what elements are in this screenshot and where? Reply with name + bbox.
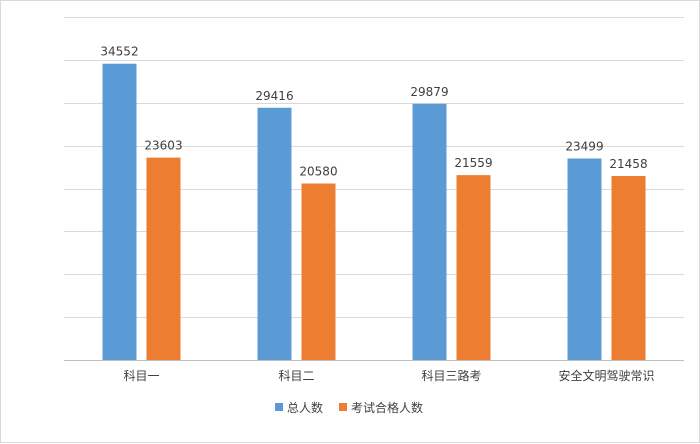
bars	[102, 63, 646, 361]
bar	[146, 157, 181, 360]
category-label: 科目三路考	[421, 368, 481, 383]
category-label: 安全文明驾驶常识	[558, 368, 654, 383]
legend-label: 考试合格人数	[351, 400, 423, 415]
data-label: 23603	[144, 139, 182, 153]
category-labels: 科目一 科目二 科目三路考 安全文明驾驶常识	[123, 368, 654, 383]
legend: 总人数 考试合格人数	[275, 400, 423, 415]
category-label: 科目二	[278, 369, 314, 383]
bar	[611, 175, 646, 360]
data-labels: 34552 23603 29416 20580 29879 21559 23499 21458	[100, 45, 647, 179]
data-label: 29879	[410, 85, 448, 99]
bar	[412, 103, 447, 361]
data-label: 21559	[454, 156, 492, 170]
legend-swatch	[275, 403, 283, 411]
data-label: 29416	[255, 89, 293, 103]
category-label: 科目一	[123, 369, 159, 383]
legend-label: 总人数	[287, 400, 323, 415]
bar	[301, 183, 336, 360]
bar	[567, 158, 602, 360]
data-label: 23499	[565, 139, 603, 153]
data-label: 20580	[299, 165, 337, 179]
bar	[102, 63, 137, 360]
bar	[257, 107, 292, 360]
legend-swatch	[339, 403, 347, 411]
data-label: 21458	[609, 157, 647, 171]
bar	[456, 175, 491, 360]
data-label: 34552	[100, 45, 138, 59]
